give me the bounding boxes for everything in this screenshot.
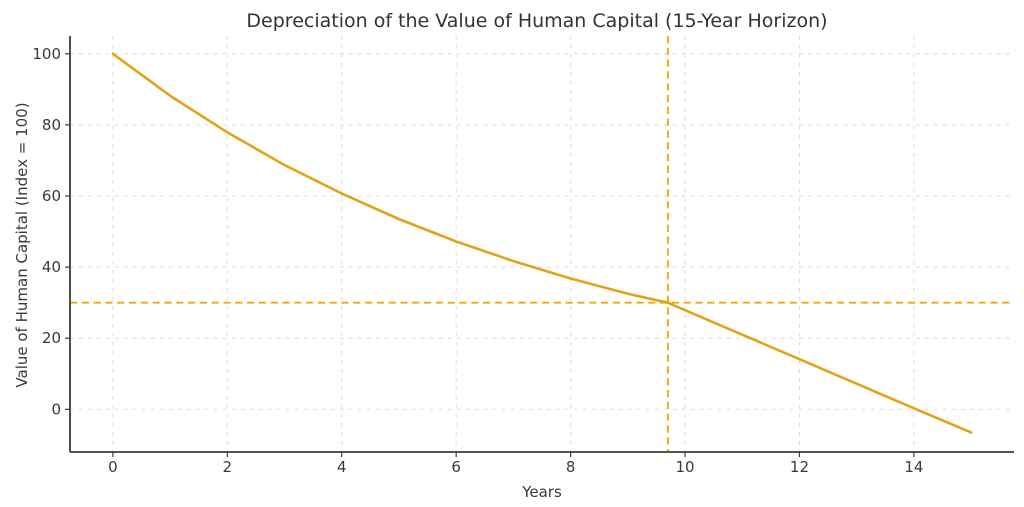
chart-title: Depreciation of the Value of Human Capit… (246, 10, 827, 32)
tick-labels: 0 2 4 6 8 10 12 14 0 20 40 60 80 100 (32, 45, 923, 476)
x-tick-label: 10 (675, 458, 694, 476)
reference-lines (70, 36, 1014, 452)
x-tick-label: 14 (904, 458, 923, 476)
y-tick-label: 80 (42, 116, 61, 134)
x-axis-label: Years (521, 483, 562, 501)
y-tick-label: 0 (51, 400, 61, 418)
y-tick-label: 60 (42, 187, 61, 205)
axis-ticks (65, 53, 915, 457)
y-axis-label: Value of Human Capital (Index = 100) (13, 102, 31, 387)
x-tick-label: 12 (790, 458, 809, 476)
x-tick-label: 2 (223, 458, 233, 476)
x-tick-label: 6 (451, 458, 461, 476)
gridlines (70, 36, 1014, 452)
y-tick-label: 20 (42, 329, 61, 347)
depreciation-curve (111, 52, 973, 434)
x-tick-label: 0 (108, 458, 118, 476)
y-tick-label: 40 (42, 258, 61, 276)
y-tick-label: 100 (32, 45, 61, 63)
x-tick-label: 4 (337, 458, 347, 476)
x-tick-label: 8 (566, 458, 576, 476)
